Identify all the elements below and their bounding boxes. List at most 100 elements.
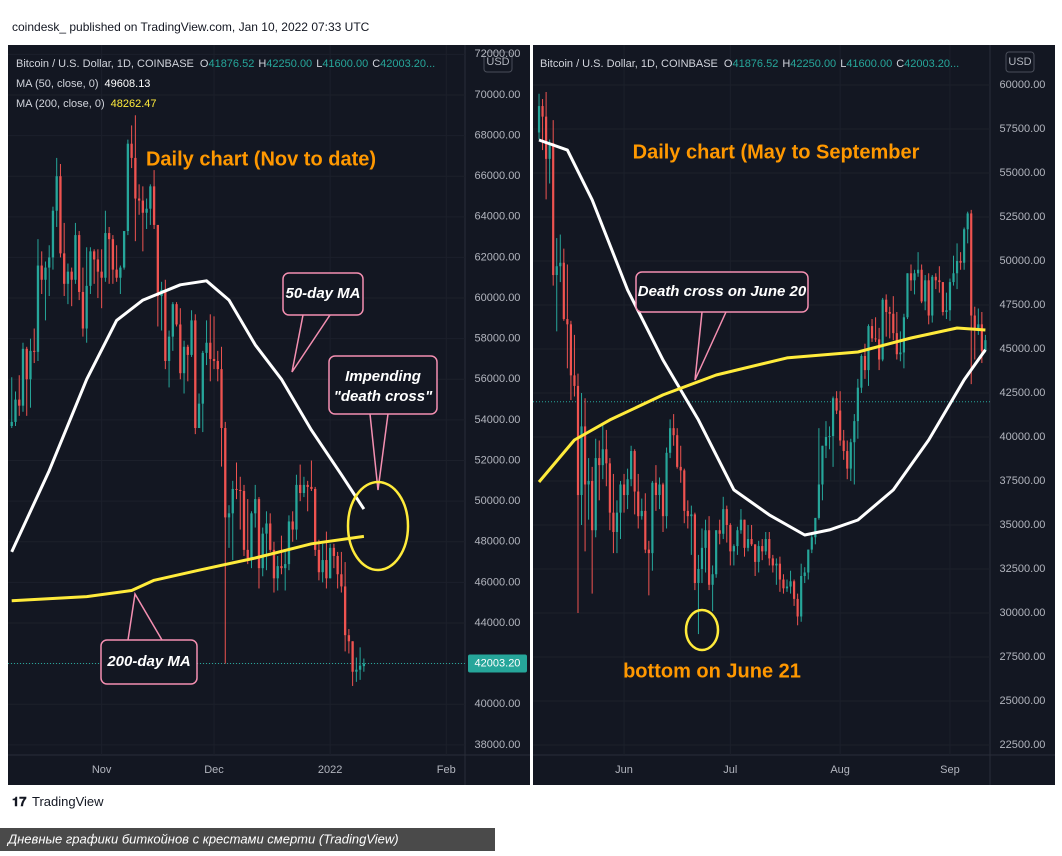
candle-body <box>927 280 930 316</box>
candle-body <box>205 342 208 353</box>
candle-body <box>874 338 877 340</box>
candle-body <box>771 558 774 566</box>
candle-body <box>746 539 750 548</box>
candle-body <box>164 289 167 362</box>
candle-body <box>817 484 820 518</box>
candle-body <box>878 339 881 360</box>
y-tick-label: 60000.00 <box>475 292 521 304</box>
y-tick-label: 32500.00 <box>1000 563 1046 575</box>
candle-body <box>40 265 43 280</box>
candle-body <box>25 348 28 380</box>
candle-body <box>537 106 541 133</box>
candle-body <box>48 257 51 268</box>
candle-body <box>179 324 182 374</box>
candle-body <box>591 480 594 531</box>
left-panel <box>8 45 530 785</box>
candle-body <box>672 428 675 436</box>
currency-box[interactable] <box>1005 51 1035 73</box>
caption: Дневные графики биткойнов с крестами сме… <box>6 831 399 846</box>
candle-body <box>619 484 622 513</box>
candle-body <box>637 491 640 517</box>
candle-body <box>358 665 362 670</box>
candle-body <box>934 276 937 281</box>
candle-body <box>254 499 257 514</box>
candle-body <box>916 269 920 274</box>
candle-body <box>261 533 264 569</box>
candle-body <box>955 260 959 274</box>
candle-body <box>137 198 141 201</box>
ma50-legend: MA (50, close, 0) 49608.13 <box>16 78 150 90</box>
left-symbol-legend: Bitcoin / U.S. Dollar, 1D, COINBASE O4187… <box>16 58 435 70</box>
logo-text: TradingView <box>32 794 104 809</box>
candle-body <box>152 186 156 225</box>
candle-body <box>796 598 799 617</box>
moving-average-line <box>537 326 986 483</box>
candle-body <box>21 348 25 406</box>
y-tick-label: 42500.00 <box>1000 387 1046 399</box>
candle-body <box>351 641 354 672</box>
candle-body <box>343 586 347 636</box>
candle-body <box>722 509 725 534</box>
y-tick-label: 70000.00 <box>475 89 521 101</box>
candle-body <box>36 265 40 352</box>
candle-body <box>583 426 587 485</box>
candle-body <box>107 233 111 240</box>
candle-body <box>299 484 302 494</box>
candle-body <box>332 547 336 556</box>
candle-body <box>197 403 201 429</box>
y-tick-label: 62000.00 <box>475 251 521 263</box>
candle-body <box>145 208 148 213</box>
candle-body <box>355 669 358 672</box>
candle-body <box>821 445 824 485</box>
published-line: coindesk_ published on TradingView.com, … <box>12 20 370 34</box>
candle-body <box>325 560 328 579</box>
x-tick-label: Jun <box>615 764 633 776</box>
candle-body <box>977 324 980 330</box>
candle-body <box>92 251 96 260</box>
candle-body <box>824 436 828 446</box>
ma200-legend: MA (200, close, 0) 48262.47 <box>16 98 157 110</box>
candle-body <box>190 320 193 355</box>
candle-body <box>895 333 898 355</box>
candle-body <box>250 513 253 559</box>
candle-body <box>265 523 268 534</box>
candle-body <box>913 273 916 281</box>
callout-text: "death cross" <box>334 388 433 405</box>
candle-body <box>81 291 85 329</box>
candle-body <box>149 186 152 209</box>
candle-body <box>839 410 842 441</box>
candle-body <box>605 449 608 464</box>
candle-body <box>182 346 186 374</box>
y-tick-label: 40000.00 <box>1000 431 1046 443</box>
y-tick-label: 47500.00 <box>1000 299 1046 311</box>
candle-body <box>778 563 782 580</box>
candle-body <box>651 482 654 554</box>
candle-body <box>328 547 332 579</box>
candle-body <box>775 563 778 566</box>
candle-body <box>552 143 555 276</box>
callout-pointer <box>291 314 331 373</box>
candle-body <box>598 458 601 466</box>
candle-body <box>175 304 178 325</box>
candle-body <box>984 340 987 351</box>
candle-body <box>654 482 658 496</box>
candle-body <box>970 213 973 316</box>
currency-box[interactable] <box>483 51 513 73</box>
x-tick-label: Sep <box>940 764 960 776</box>
candle-body <box>612 512 615 533</box>
moving-average-line <box>10 279 366 553</box>
callout-box <box>635 271 809 313</box>
candle-body <box>835 398 838 411</box>
candle-body <box>846 451 849 469</box>
candle-body <box>126 143 130 232</box>
highlight-circle <box>346 480 410 572</box>
candle-body <box>220 369 223 429</box>
candle-body <box>853 421 856 443</box>
candle-body <box>966 213 969 230</box>
candle-body <box>269 523 272 550</box>
y-tick-label: 58000.00 <box>475 333 521 345</box>
candle-body <box>665 452 668 517</box>
candle-body <box>931 276 934 316</box>
callout-text: 200-day MA <box>106 653 190 670</box>
candle-body <box>321 560 324 573</box>
